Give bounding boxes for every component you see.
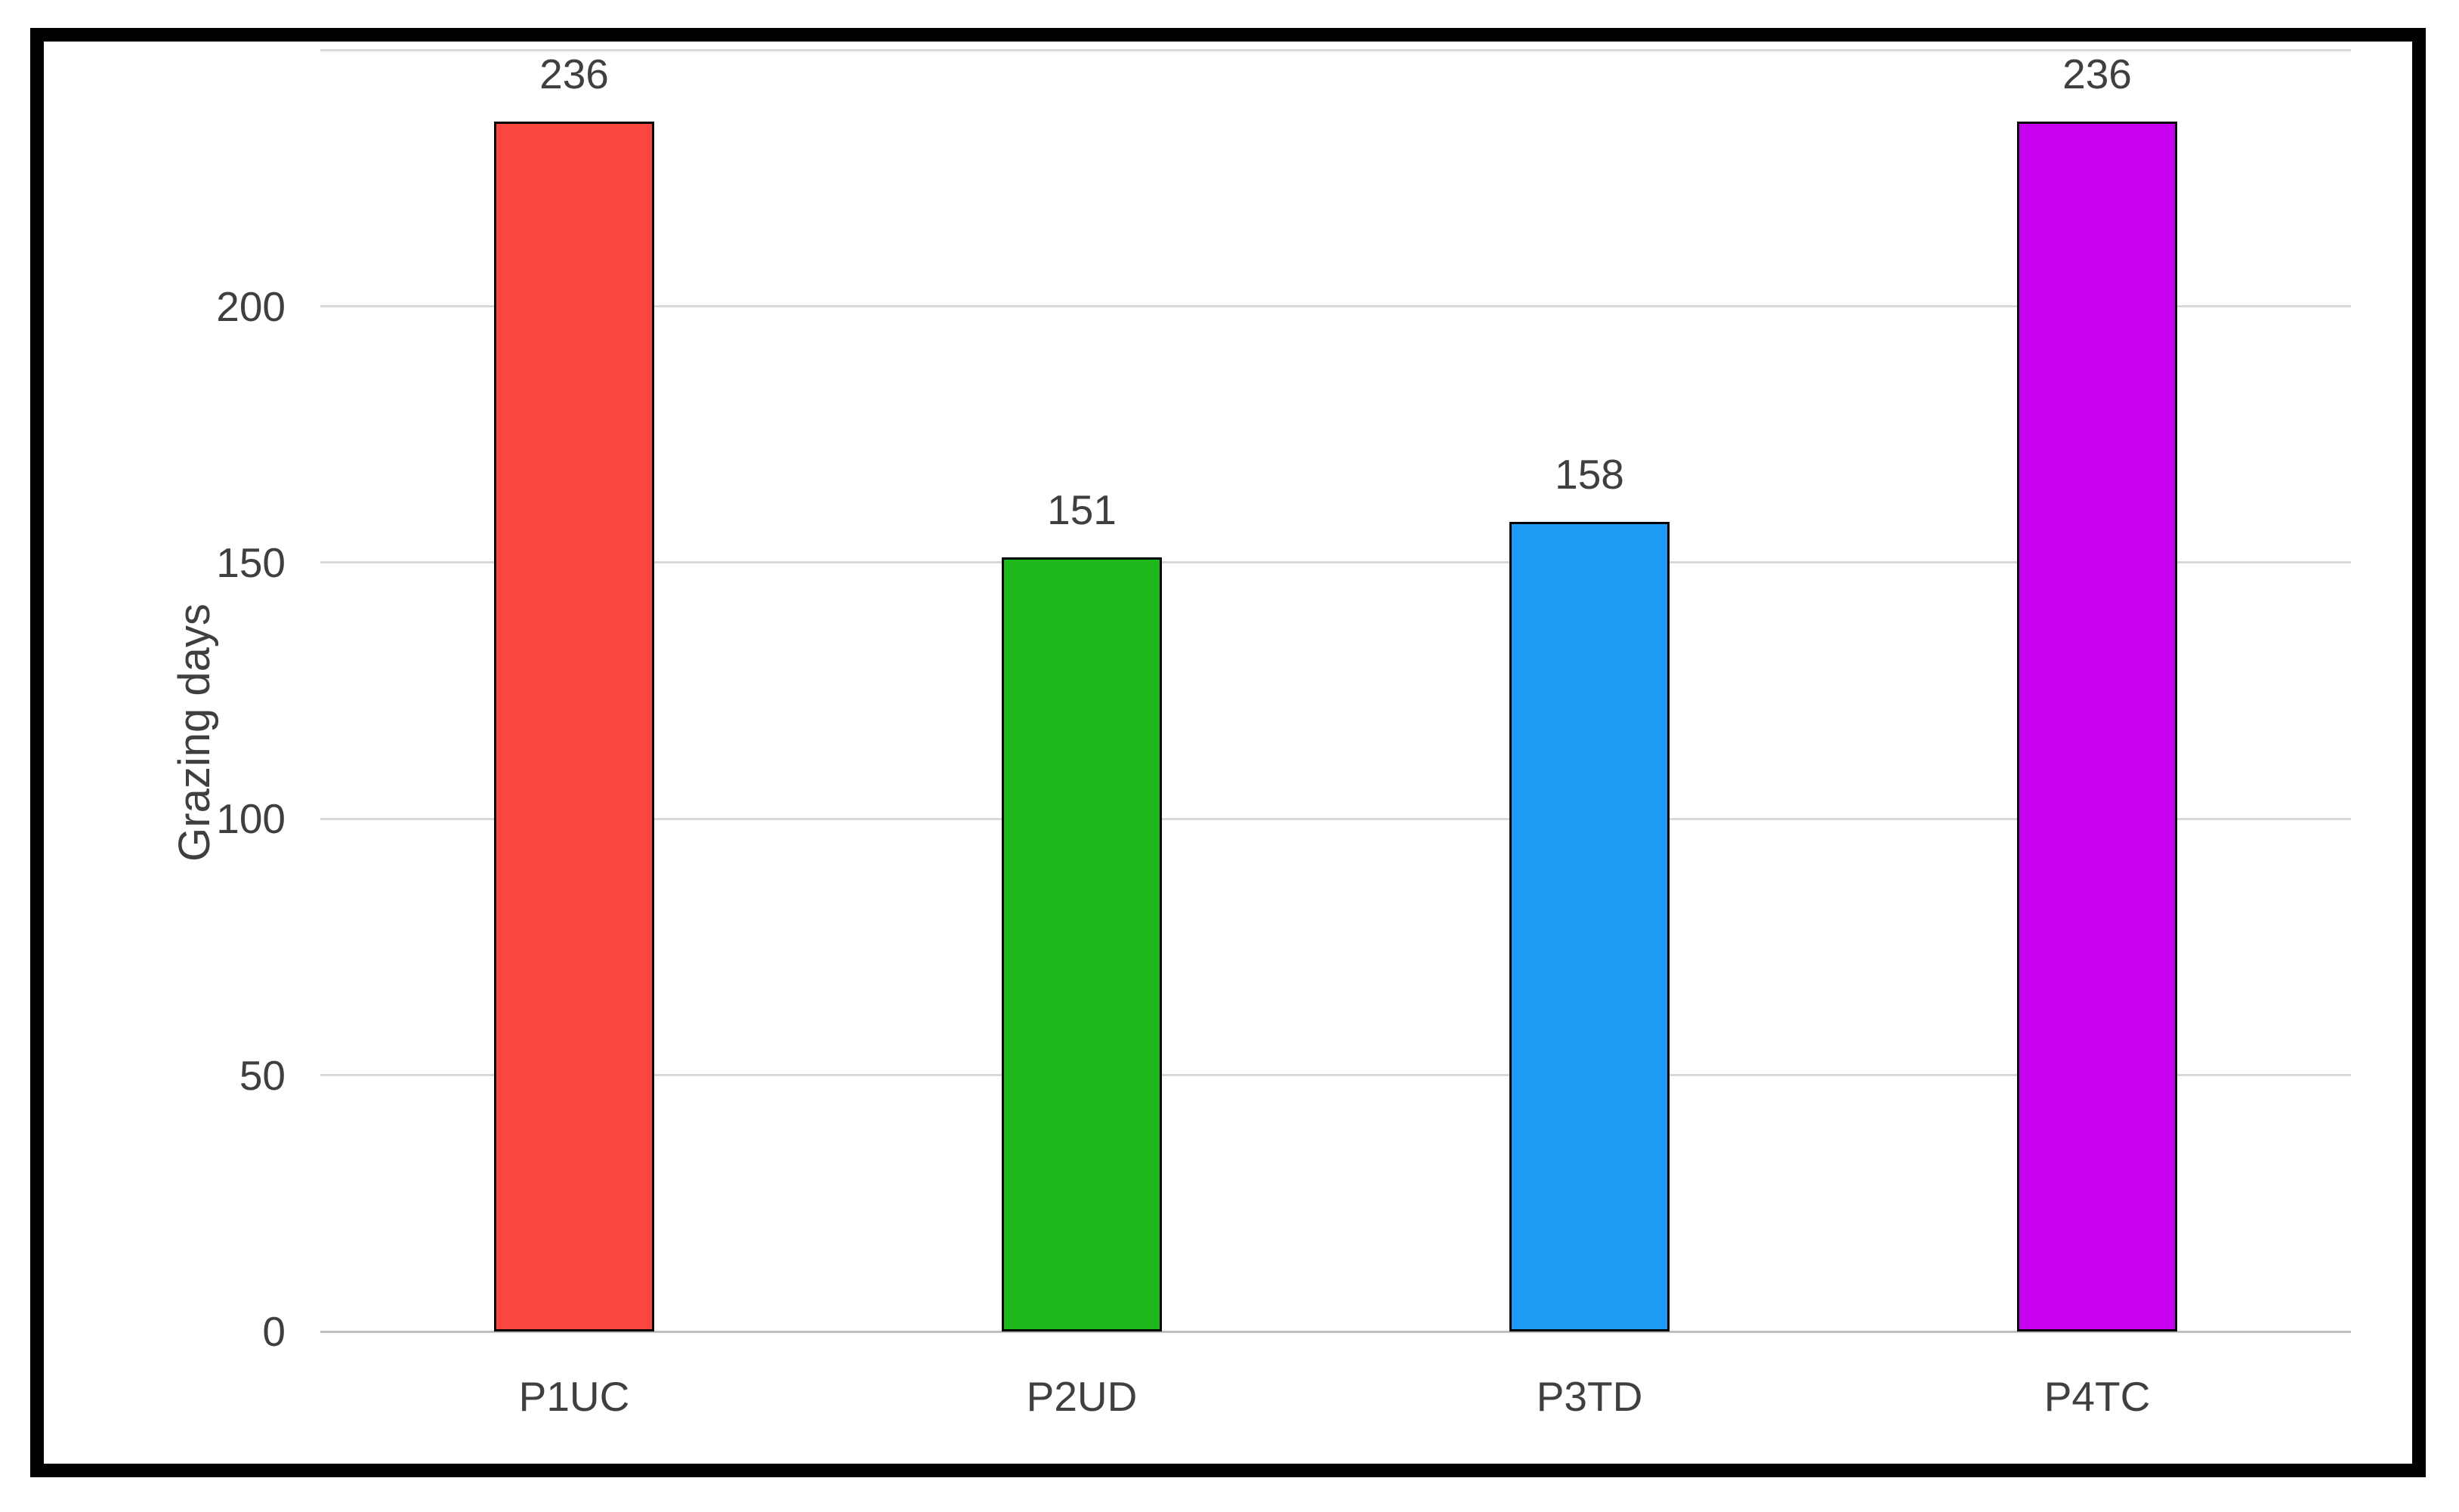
bar-value-label-p2ud: 151 — [1047, 486, 1117, 534]
gridline-y200 — [320, 305, 2351, 308]
x-axis-category-label-p3td: P3TD — [1536, 1373, 1643, 1420]
bar-p2ud — [1002, 557, 1162, 1331]
gridline-y100 — [320, 817, 2351, 820]
x-axis-category-label-p1uc: P1UC — [518, 1373, 630, 1420]
bar-p3td — [1509, 521, 1670, 1331]
y-axis-tick-label-50: 50 — [239, 1051, 286, 1099]
y-axis-title: Grazing days — [170, 603, 219, 862]
y-axis-tick-label-0: 0 — [262, 1308, 286, 1355]
y-axis-tick-label-200: 200 — [216, 282, 286, 330]
bar-p4tc — [2017, 122, 2177, 1331]
gridline-y150 — [320, 561, 2351, 564]
gridline-y50 — [320, 1074, 2351, 1077]
y-axis-tick-label-100: 100 — [216, 795, 286, 843]
x-axis-line — [320, 1330, 2351, 1333]
gridline-y250 — [320, 48, 2351, 51]
bar-p1uc — [494, 122, 654, 1331]
bar-value-label-p3td: 158 — [1555, 450, 1624, 498]
bar-value-label-p1uc: 236 — [539, 51, 609, 98]
y-axis-tick-label-150: 150 — [216, 538, 286, 586]
x-axis-category-label-p4tc: P4TC — [2044, 1373, 2151, 1420]
x-axis-category-label-p2ud: P2UD — [1026, 1373, 1138, 1420]
bar-value-label-p4tc: 236 — [2062, 51, 2132, 98]
